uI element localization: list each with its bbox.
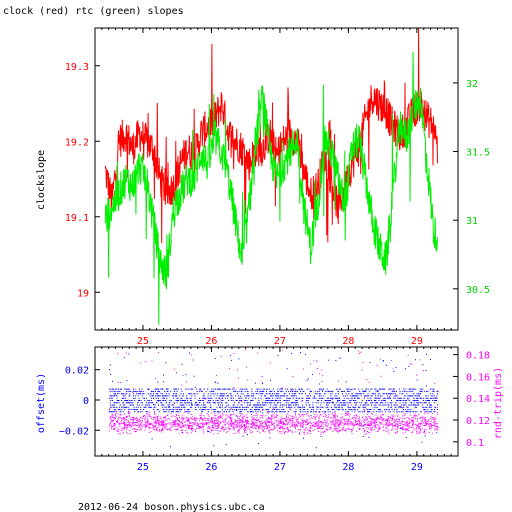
x-tick-label: 27 bbox=[274, 336, 286, 347]
y2-tick-label: 0.14 bbox=[466, 394, 490, 405]
x-tick-label: 29 bbox=[411, 336, 423, 347]
x-tick-label: 25 bbox=[137, 462, 149, 473]
bottom-chart: 25 26 27 28 29 −0.02 0 0.02 0.1 0.12 0.14 0.16 0.18 bbox=[59, 346, 490, 473]
x-tick-label: 28 bbox=[342, 462, 354, 473]
plot-frame bbox=[94, 346, 459, 457]
y2-tick-label: 30.5 bbox=[466, 285, 490, 296]
top-y-axis-label: clockslope bbox=[36, 150, 47, 210]
x-tick-label: 28 bbox=[342, 336, 354, 347]
offset-series-points bbox=[108, 352, 439, 449]
y2-tick-label: 0.1 bbox=[466, 438, 484, 449]
rtc-slope-series-line bbox=[104, 51, 438, 325]
y2-tick-label: 0.16 bbox=[466, 372, 490, 383]
y-tick-label: −0.02 bbox=[59, 426, 89, 437]
x-tick-label: 26 bbox=[205, 336, 217, 347]
y-tick-label: 0 bbox=[83, 396, 89, 407]
clock-slope-series bbox=[104, 28, 438, 244]
chart-title: clock (red) rtc (green) slopes bbox=[3, 6, 184, 17]
x-tick-label: 29 bbox=[411, 462, 423, 473]
y-tick-label: 0.02 bbox=[65, 366, 89, 377]
offset-series bbox=[108, 352, 439, 449]
y2-tick-label: 0.12 bbox=[466, 416, 490, 427]
clock-slope-series-line bbox=[104, 28, 438, 244]
footer-label: 2012-06-24 boson.physics.ubc.ca bbox=[78, 502, 265, 512]
y-tick-label: 19.2 bbox=[65, 137, 89, 148]
top-chart: 25 26 27 28 29 19 19.1 19.2 19.3 30.5 31 31.5 32 bbox=[65, 27, 490, 347]
x-tick-label: 25 bbox=[137, 336, 149, 347]
bottom-y-axis-label: offset(ms) bbox=[36, 373, 47, 433]
x-tick-label: 26 bbox=[205, 462, 217, 473]
y2-tick-label: 32 bbox=[466, 79, 478, 90]
x-tick-label: 27 bbox=[274, 462, 286, 473]
y-tick-label: 19.3 bbox=[65, 62, 89, 73]
bottom-y2-axis-label: rnd-trip(ms) bbox=[493, 367, 504, 439]
plot-frame bbox=[94, 27, 459, 331]
y-tick-label: 19 bbox=[77, 288, 89, 299]
rtc-slope-series bbox=[104, 51, 438, 325]
y2-tick-label: 0.18 bbox=[466, 351, 490, 362]
y-tick-label: 19.1 bbox=[65, 213, 89, 224]
y2-tick-label: 31 bbox=[466, 216, 478, 227]
y2-tick-label: 31.5 bbox=[466, 148, 490, 159]
